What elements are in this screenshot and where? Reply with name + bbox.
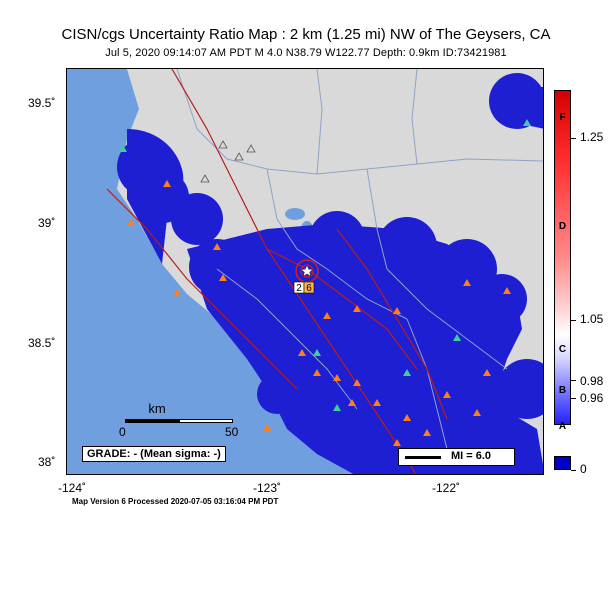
colorbar-letter-b: B (558, 385, 567, 396)
mi-text: MI = 6.0 (451, 450, 492, 462)
stations-green (119, 119, 531, 411)
uncertainty-region (117, 73, 543, 474)
colorbar-value-0: 0 (580, 462, 587, 476)
colorbar-value-0-96: 0.96 (580, 391, 604, 405)
scale-title: km (148, 401, 166, 416)
colorbar-letter-d: D (558, 221, 567, 232)
lat-label-38: 38˚ (38, 455, 56, 469)
mi-legend: MI = 6.0 (398, 448, 515, 466)
fault-lines (106, 69, 448, 474)
lat-label-39-5: 39.5˚ (28, 96, 56, 110)
scale-legend: km 0 50 (77, 397, 239, 462)
stations-orange (127, 180, 511, 446)
lake (285, 208, 305, 220)
map-version-footer: Map Version 6 Processed 2020-07-05 03:16… (72, 497, 279, 506)
scale-bar (125, 419, 233, 423)
lon-label-122: -122˚ (432, 481, 461, 495)
colorbar (554, 90, 571, 425)
station-label-2: 2 (296, 283, 302, 294)
star-icon (300, 264, 314, 278)
colorbar-letter-f: F (559, 112, 566, 123)
map-canvas: 2 6 (67, 69, 543, 474)
colorbar-letter-a: A (558, 421, 567, 432)
event-subtitle: Jul 5, 2020 09:14:07 AM PDT M 4.0 N38.79… (105, 47, 507, 59)
grade-label: GRADE: - (Mean sigma: -) (82, 446, 226, 462)
county-lines (176, 69, 543, 450)
colorbar-value-1-25: 1.25 (580, 130, 604, 144)
colorbar-zero-swatch (554, 456, 571, 470)
scale-tick-end: 50 (225, 425, 239, 439)
lat-label-38-5: 38.5˚ (28, 336, 56, 350)
colorbar-letter-c: C (558, 344, 567, 355)
mi-line (405, 456, 441, 459)
stations-open (200, 140, 256, 183)
lat-label-39: 39˚ (38, 216, 56, 230)
scale-tick-start: 0 (119, 425, 126, 439)
lon-label-123: -123˚ (253, 481, 282, 495)
lon-label-124: -124˚ (58, 481, 87, 495)
colorbar-value-0-98: 0.98 (580, 374, 604, 388)
colorbar-value-1-05: 1.05 (580, 312, 604, 326)
pacific-ocean (67, 69, 347, 474)
map-title: CISN/cgs Uncertainty Ratio Map : 2 km (1… (61, 26, 551, 43)
station-label-6: 6 (306, 283, 312, 294)
uncertainty-map[interactable]: 2 6 (66, 68, 544, 475)
